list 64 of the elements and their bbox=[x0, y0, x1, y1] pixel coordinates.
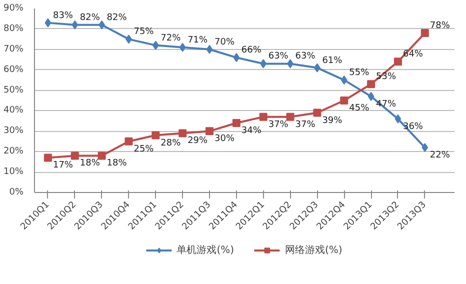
data-label: 37% bbox=[295, 120, 316, 130]
data-label: 70% bbox=[214, 37, 235, 48]
data-label: 63% bbox=[268, 52, 289, 62]
data-label: 22% bbox=[430, 150, 450, 161]
point bbox=[259, 112, 268, 121]
point bbox=[394, 114, 402, 124]
point bbox=[367, 80, 376, 88]
data-label: 72% bbox=[160, 33, 182, 44]
data-label: 18% bbox=[106, 158, 128, 169]
y-tick-label: 90% bbox=[3, 4, 24, 14]
point bbox=[124, 137, 133, 146]
data-label: 71% bbox=[188, 35, 208, 46]
point bbox=[178, 129, 187, 138]
data-label: 39% bbox=[322, 116, 343, 126]
point bbox=[206, 127, 214, 136]
point bbox=[72, 20, 78, 30]
y-tick-label: 80% bbox=[3, 24, 24, 34]
data-label: 34% bbox=[241, 126, 262, 136]
point bbox=[340, 96, 348, 104]
data-label: 63% bbox=[295, 52, 316, 62]
data-label: 18% bbox=[80, 158, 100, 169]
data-label: 83% bbox=[52, 10, 74, 21]
point bbox=[286, 112, 294, 121]
data-label: 82% bbox=[80, 12, 100, 23]
point bbox=[206, 44, 213, 54]
data-label: 75% bbox=[134, 27, 154, 38]
data-label: 82% bbox=[106, 12, 128, 23]
data-label: 55% bbox=[349, 68, 370, 78]
y-tick-label: 10% bbox=[3, 167, 24, 178]
point bbox=[394, 58, 402, 66]
data-label: 78% bbox=[430, 21, 450, 32]
point bbox=[422, 143, 428, 152]
y-tick-label: 30% bbox=[3, 126, 24, 136]
data-label: 37% bbox=[268, 120, 289, 130]
point bbox=[233, 53, 240, 62]
y-tick-label: 0% bbox=[9, 188, 24, 198]
point bbox=[70, 152, 79, 160]
point bbox=[44, 154, 52, 162]
legend-label: 网络游戏(%) bbox=[285, 244, 342, 257]
y-tick-label: 40% bbox=[3, 106, 24, 116]
point bbox=[152, 131, 160, 140]
y-tick-label: 50% bbox=[3, 85, 24, 96]
point bbox=[340, 76, 348, 85]
data-label: 25% bbox=[134, 144, 154, 154]
data-label: 66% bbox=[241, 46, 262, 56]
y-tick-label: 60% bbox=[3, 64, 24, 75]
legend-label: 单机游戏(%) bbox=[176, 244, 234, 257]
point bbox=[420, 29, 429, 38]
data-label: 30% bbox=[214, 134, 235, 144]
point bbox=[368, 92, 374, 101]
point bbox=[232, 118, 240, 127]
data-label: 61% bbox=[322, 56, 343, 66]
point bbox=[260, 59, 267, 68]
data-label: 17% bbox=[52, 160, 74, 171]
data-label: 45% bbox=[349, 104, 370, 114]
data-label: 28% bbox=[160, 138, 182, 148]
point bbox=[179, 42, 186, 52]
point bbox=[313, 108, 322, 117]
data-label: 29% bbox=[188, 136, 208, 146]
y-tick-label: 70% bbox=[3, 44, 24, 54]
point bbox=[152, 40, 159, 50]
y-tick-label: 20% bbox=[3, 146, 24, 157]
point bbox=[98, 152, 106, 160]
point bbox=[44, 18, 52, 28]
